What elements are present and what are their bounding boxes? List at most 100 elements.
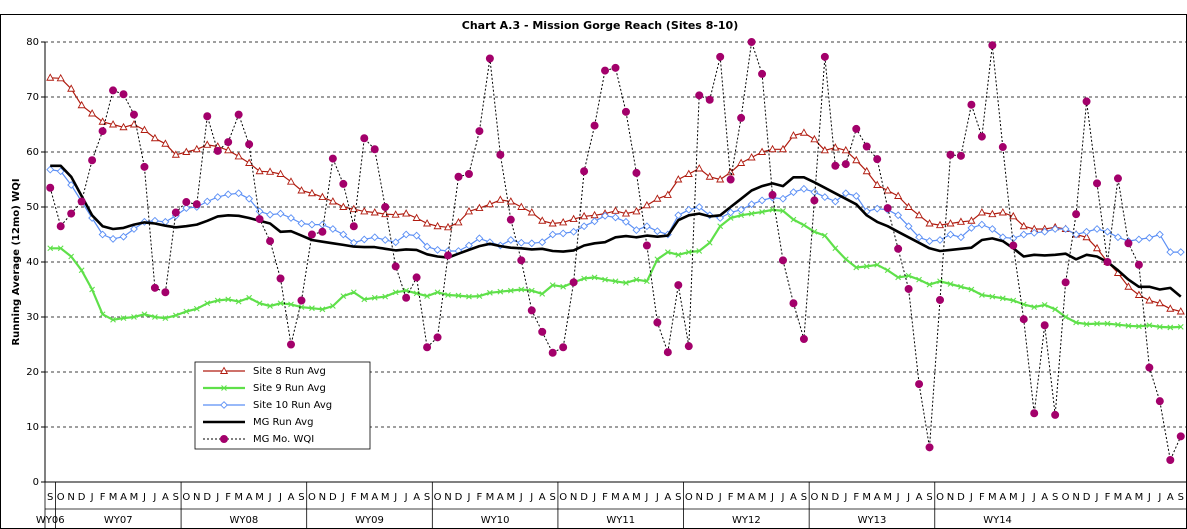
point [339,179,348,188]
point [977,220,986,229]
point [360,206,369,215]
x-tick-label: M [234,492,243,503]
x-tick-label: J [969,492,973,503]
point [286,177,296,185]
x-tick-label: F [979,492,985,503]
point [789,299,798,308]
point [506,215,515,224]
point [235,298,242,305]
x-tick-label: J [770,492,774,503]
point [234,151,243,160]
point [328,154,337,163]
point [883,186,892,194]
point [758,196,766,205]
point [110,316,116,323]
point [67,181,76,189]
x-tick-label: A [1041,492,1048,503]
point [841,189,850,198]
x-tick-label: J [1021,492,1025,503]
legend-symbol [220,435,228,443]
y-tick-label: 50 [26,202,39,213]
x-tick-label: A [1167,492,1174,503]
x-tick-label: O [810,492,818,503]
point [98,117,107,125]
x-tick-label: S [298,492,304,503]
point [569,214,578,223]
point [759,209,765,215]
point [1051,225,1060,233]
point [1145,363,1154,372]
x-tick-label: F [100,492,106,503]
point [559,217,568,226]
point [842,256,849,263]
point [203,197,212,206]
point [726,208,735,217]
point [988,209,997,218]
point [591,274,598,281]
point [1155,397,1164,406]
point [810,196,819,205]
point [904,202,913,210]
point [224,190,233,199]
x-tick-label: D [706,492,714,503]
point [726,175,735,184]
point [622,217,630,226]
point [297,219,306,228]
point [820,52,829,61]
x-tick-label: N [947,492,954,503]
point [601,66,610,75]
point [548,230,557,239]
x-tick-label: D [78,492,86,503]
group-label: WY08 [230,515,259,526]
point [276,169,285,177]
point [916,276,922,283]
x-tick-label: A [413,492,420,503]
x-tick-label: O [434,492,442,503]
x-tick-label: S [1052,492,1058,503]
point [1167,324,1174,331]
point [780,207,786,214]
x-tick-label: A [874,492,881,503]
point [412,213,421,221]
point [67,84,76,92]
point [119,122,128,131]
point [256,300,263,307]
point [799,184,808,193]
point [580,222,589,231]
point [538,216,547,224]
y-axis-label: Running Average (12mo) WQI [11,178,22,345]
point [852,124,861,133]
point [506,236,515,244]
point [873,155,882,164]
point [1146,322,1153,329]
point [141,311,148,318]
x-tick-label: M [632,492,641,503]
x-tick-label: A [288,492,295,503]
point [182,204,191,213]
legend-label: MG Run Avg [253,417,313,428]
point [171,208,180,217]
point [538,327,547,336]
point [852,192,861,200]
point [747,38,756,46]
x-tick-label: J [906,492,910,503]
point [642,200,651,209]
point [88,156,97,165]
point [998,143,1007,152]
point [109,86,118,95]
point [391,238,400,247]
point [307,220,316,229]
x-tick-label: F [602,492,608,503]
point [977,208,986,216]
point [1020,301,1027,308]
point [402,209,411,217]
point [475,234,484,243]
group-label: WY07 [104,515,133,526]
point [653,227,662,236]
point [287,214,295,222]
x-tick-label: J [404,492,408,503]
point [119,90,128,99]
point [245,194,254,203]
point [412,231,421,240]
point [527,239,536,248]
